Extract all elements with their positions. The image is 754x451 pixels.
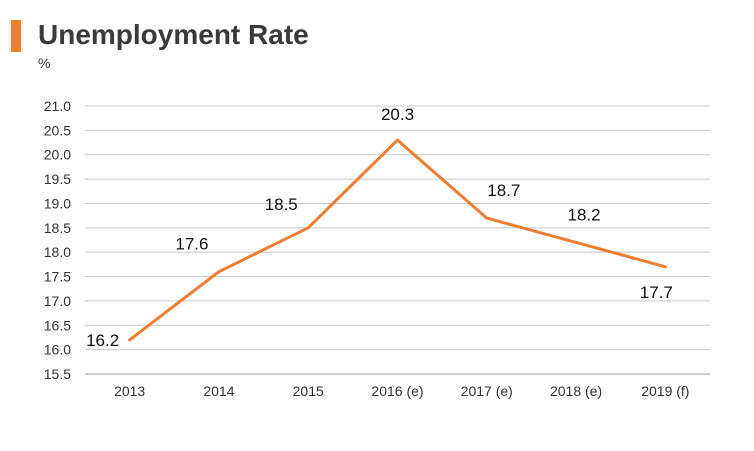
y-tick-label: 16.5 xyxy=(44,317,71,333)
chart-title: Unemployment Rate xyxy=(38,19,309,50)
y-tick-label: 18.5 xyxy=(44,220,71,236)
y-tick-label: 20.5 xyxy=(44,122,71,138)
x-tick-label: 2018 (e) xyxy=(550,383,602,399)
data-label: 18.2 xyxy=(568,205,601,224)
data-label: 20.3 xyxy=(381,105,414,124)
y-tick-label: 21.0 xyxy=(44,98,71,114)
y-tick-label: 17.5 xyxy=(44,269,71,285)
y-tick-label: 19.5 xyxy=(44,171,71,187)
y-axis-unit-label: % xyxy=(38,55,51,71)
title-accent-bar xyxy=(11,20,21,52)
y-tick-label: 19.0 xyxy=(44,195,71,211)
y-tick-label: 15.5 xyxy=(44,366,71,382)
data-label: 16.2 xyxy=(86,331,119,350)
x-tick-label: 2017 (e) xyxy=(461,383,513,399)
gridlines xyxy=(85,105,710,375)
y-tick-label: 17.0 xyxy=(44,293,71,309)
x-tick-label: 2014 xyxy=(203,383,234,399)
data-labels: 16.2 17.6 18.5 20.3 18.7 18.2 17.7 xyxy=(86,105,673,350)
data-label: 17.6 xyxy=(175,235,208,254)
data-label: 17.7 xyxy=(640,283,673,302)
x-tick-label: 2016 (e) xyxy=(371,383,423,399)
y-axis-tick-labels: 15.5 16.0 16.5 17.0 17.5 18.0 18.5 19.0 19.5 20.0… xyxy=(44,98,71,382)
y-tick-label: 20.0 xyxy=(44,147,71,163)
series-line-unemployment xyxy=(128,138,667,342)
data-label: 18.7 xyxy=(487,181,520,200)
x-tick-label: 2019 (f) xyxy=(641,383,689,399)
x-axis-tick-labels: 2013 2014 2015 2016 (e) 2017 (e) 2018 (e) 2019… xyxy=(114,383,689,399)
x-tick-label: 2013 xyxy=(114,383,145,399)
y-tick-label: 18.0 xyxy=(44,244,71,260)
x-tick-label: 2015 xyxy=(293,383,324,399)
data-label: 18.5 xyxy=(265,195,298,214)
y-tick-label: 16.0 xyxy=(44,342,71,358)
